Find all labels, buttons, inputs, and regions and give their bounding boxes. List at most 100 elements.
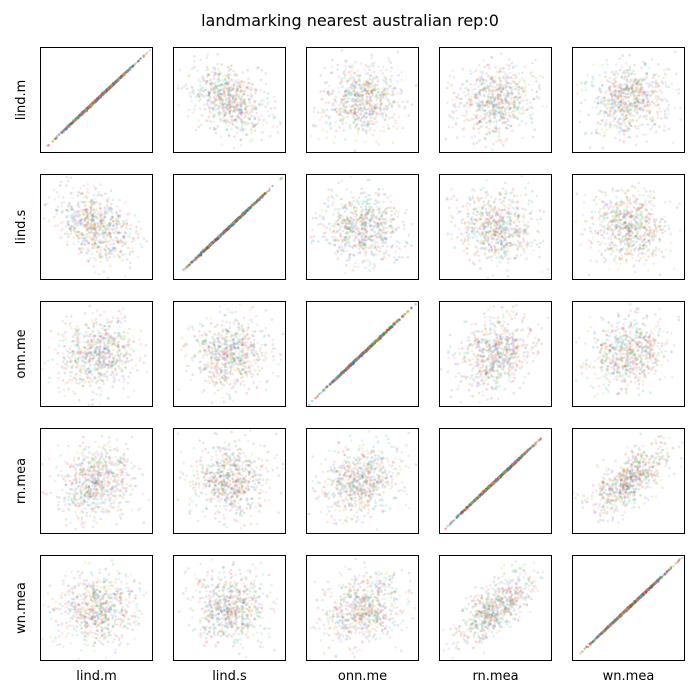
scatter-point: [373, 103, 377, 106]
scatter-point: [356, 116, 360, 120]
scatter-point: [99, 248, 103, 252]
scatter-point: [245, 133, 248, 137]
scatter-point: [647, 82, 651, 85]
scatter-point: [374, 76, 377, 80]
scatter-point: [361, 90, 365, 93]
scatter-point: [465, 102, 469, 105]
scatter-point: [137, 59, 140, 63]
scatter-point: [632, 102, 636, 105]
scatter-point: [365, 111, 368, 114]
scatter-point: [622, 91, 625, 94]
scatter-point: [101, 94, 104, 97]
scatter-point: [497, 97, 500, 100]
scatter-point: [103, 212, 106, 216]
scatter-point: [233, 220, 237, 224]
scatter-point: [66, 125, 69, 129]
scatter-point: [369, 95, 372, 98]
scatter-point: [213, 82, 217, 86]
scatter-point: [108, 86, 112, 90]
scatter-point: [228, 89, 231, 92]
scatter-point: [203, 108, 207, 111]
scatter-point: [350, 73, 353, 76]
scatter-point: [249, 110, 252, 114]
scatter-point: [628, 123, 631, 126]
scatter-point: [83, 200, 86, 204]
scatter-point: [218, 234, 221, 238]
scatter-point: [255, 200, 258, 203]
scatter-point: [216, 124, 220, 128]
scatter-point: [242, 212, 245, 216]
scatter-point: [97, 96, 100, 100]
scatter-point: [328, 123, 331, 127]
scatter-point: [91, 102, 94, 105]
scatter-point: [99, 207, 102, 210]
scatter-point: [229, 225, 232, 228]
scatter-point: [651, 86, 654, 89]
scatter-point: [373, 83, 376, 86]
scatter-point: [471, 88, 474, 92]
scatter-point: [86, 227, 89, 231]
scatter-point: [107, 87, 110, 90]
scatter-point: [400, 71, 403, 74]
scatter-point: [514, 64, 518, 68]
scatter-point: [82, 110, 86, 113]
scatter-point: [476, 95, 479, 99]
scatter-point: [230, 105, 234, 108]
scatter-point: [106, 88, 109, 91]
scatter-point: [69, 229, 73, 233]
scatter-point: [490, 101, 493, 105]
scatter-point: [494, 75, 497, 79]
scatter-point: [330, 65, 334, 69]
scatter-point: [226, 93, 230, 97]
scatter-point: [187, 108, 191, 112]
scatter-point: [639, 88, 643, 92]
scatter-point: [368, 246, 371, 250]
scatter-point: [229, 225, 232, 228]
scatter-point: [90, 243, 93, 246]
scatter-point: [218, 234, 221, 237]
scatter-point: [218, 98, 222, 102]
scatter-point: [202, 250, 205, 253]
scatter-point: [510, 100, 513, 103]
scatter-point: [91, 101, 94, 104]
scatter-point: [241, 71, 245, 74]
scatter-point: [489, 113, 492, 116]
scatter-point: [345, 101, 348, 104]
scatter-point: [176, 87, 180, 90]
scatter-point: [243, 212, 246, 215]
scatter-point: [124, 71, 127, 74]
scatter-point: [363, 88, 366, 91]
scatter-point: [622, 140, 626, 144]
scatter-point: [94, 187, 97, 190]
scatter-point: [249, 127, 253, 131]
scatter-point: [225, 128, 229, 131]
scatter-point: [369, 96, 372, 99]
scatter-point: [358, 231, 361, 234]
scatter-point: [254, 201, 258, 204]
scatter-point: [337, 75, 341, 78]
scatter-point: [101, 93, 104, 96]
scatter-point: [221, 106, 224, 109]
scatter-point: [637, 97, 640, 101]
scatter-point: [503, 102, 506, 105]
scatter-point: [610, 98, 614, 101]
scatter-point: [244, 210, 247, 213]
scatter-point: [338, 81, 342, 85]
scatter-point: [384, 118, 387, 122]
scatter-point: [451, 98, 455, 102]
scatter-point: [80, 112, 84, 115]
scatter-point: [256, 66, 259, 70]
scatter-point: [624, 71, 627, 75]
scatter-point: [108, 86, 112, 89]
scatter-point: [257, 198, 260, 202]
scatter-point: [635, 104, 639, 107]
scatter-point: [604, 124, 607, 127]
scatter-point: [202, 95, 206, 98]
scatter-point: [510, 96, 513, 100]
scatter-point: [614, 80, 618, 83]
scatter-point: [606, 79, 609, 83]
scatter-point: [624, 118, 627, 121]
scatter-point: [219, 93, 223, 96]
scatter-point: [389, 61, 392, 64]
scatter-point: [61, 227, 64, 230]
